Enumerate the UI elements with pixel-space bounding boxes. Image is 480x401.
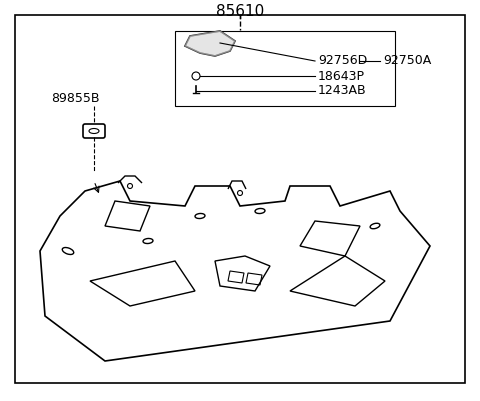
Text: 89855B: 89855B <box>51 93 99 105</box>
Polygon shape <box>185 31 235 56</box>
Text: 1243AB: 1243AB <box>318 85 367 97</box>
Bar <box>175 31 395 106</box>
Text: 92756D: 92756D <box>318 55 367 67</box>
Text: 92750A: 92750A <box>383 55 431 67</box>
Text: 85610: 85610 <box>216 4 264 18</box>
Text: 18643P: 18643P <box>318 69 365 83</box>
